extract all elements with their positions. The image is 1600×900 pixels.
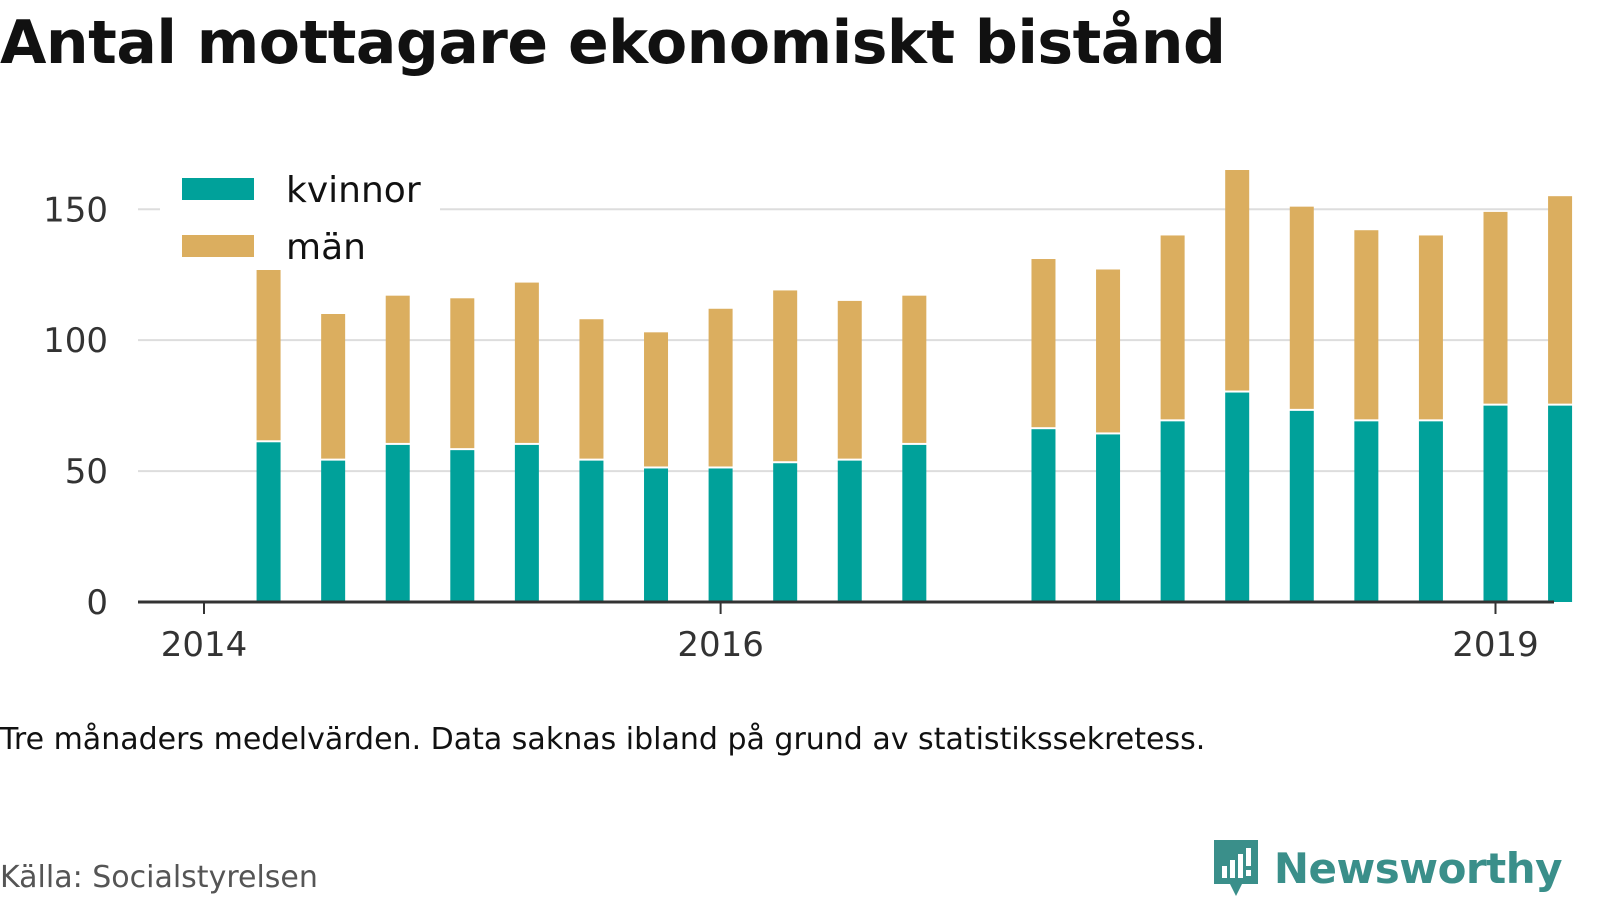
bar-kvinnor <box>1418 421 1443 602</box>
bar-kvinnor <box>385 444 410 602</box>
bar-man <box>902 295 927 443</box>
bar-kvinnor <box>708 468 733 602</box>
bar-man <box>1031 259 1056 428</box>
source-label: Källa: Socialstyrelsen <box>0 860 318 895</box>
bar-man <box>256 266 281 441</box>
bar-kvinnor <box>1289 410 1314 602</box>
bar-kvinnor <box>773 463 798 602</box>
bar-kvinnor <box>579 460 604 602</box>
bar-kvinnor <box>1160 421 1185 602</box>
bar-kvinnor <box>1031 429 1056 602</box>
bar-man <box>385 295 410 443</box>
x-tick-label: 2019 <box>1452 625 1539 665</box>
y-tick-label: 50 <box>65 452 108 492</box>
bar-man <box>708 308 733 467</box>
bar-man <box>1289 206 1314 409</box>
legend: kvinnor män <box>160 162 440 270</box>
bar-man <box>1483 211 1508 404</box>
bar-man <box>514 282 539 443</box>
page-title: Antal mottagare ekonomiskt bistånd <box>0 8 1226 78</box>
chart-note: Tre månaders medelvärden. Data saknas ib… <box>0 722 1206 757</box>
x-axis-ticks: 20142016201920212023 <box>161 602 1539 665</box>
bar-kvinnor <box>1548 405 1573 602</box>
bar-kvinnor <box>514 444 539 602</box>
bar-kvinnor <box>1483 405 1508 602</box>
legend-swatch <box>182 235 254 257</box>
bar-man <box>644 332 669 467</box>
bar-kvinnor <box>902 444 927 602</box>
bar-kvinnor <box>1225 392 1250 602</box>
y-tick-label: 100 <box>43 321 108 361</box>
y-axis-ticks: 0 50 100 150 <box>43 190 108 623</box>
bars <box>256 170 1573 602</box>
x-tick-label: 2014 <box>161 625 248 665</box>
bar-man <box>1354 230 1379 420</box>
brand-logo: Newsworthy <box>1212 838 1563 898</box>
bar-kvinnor <box>1096 434 1121 602</box>
y-tick-label: 0 <box>86 583 108 623</box>
legend-label: kvinnor <box>286 170 421 211</box>
bar-man <box>773 290 798 462</box>
brand-name: Newsworthy <box>1273 843 1563 893</box>
bar-man <box>1160 235 1185 420</box>
bar-kvinnor <box>1354 421 1379 602</box>
bar-man <box>1096 269 1121 433</box>
y-tick-label: 150 <box>43 190 108 230</box>
x-tick-label: 2016 <box>677 625 764 665</box>
bar-man <box>837 300 862 459</box>
bar-man <box>1225 170 1250 391</box>
bar-man <box>1548 196 1573 404</box>
bar-kvinnor <box>644 468 669 602</box>
bar-kvinnor <box>450 450 475 602</box>
bar-man <box>321 314 346 459</box>
legend-label: män <box>286 227 366 268</box>
bar-man <box>450 298 475 449</box>
bar-kvinnor <box>256 442 281 602</box>
legend-swatch <box>182 178 254 200</box>
bar-kvinnor <box>321 460 346 602</box>
bar-man <box>1418 235 1443 420</box>
bar-man <box>579 319 604 459</box>
bar-kvinnor <box>837 460 862 602</box>
newsworthy-chart-bubble-icon <box>1213 840 1258 896</box>
